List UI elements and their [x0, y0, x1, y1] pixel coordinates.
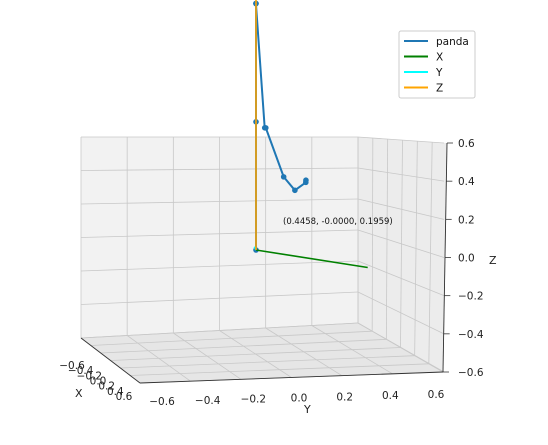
y-tick-label: 0.0: [291, 393, 308, 405]
grid-line: [80, 229, 359, 238]
y-axis-label: Y: [303, 403, 311, 416]
point-annotation: (0.4458, -0.0000, 0.1959): [283, 217, 393, 227]
series-line-x: [255, 249, 368, 269]
z-tick-label: −0.2: [458, 291, 484, 303]
legend-box: [398, 30, 476, 99]
legend: panda XYZ: [398, 30, 476, 99]
z-tick-label: 0.6: [458, 138, 475, 150]
floor-pane: [81, 323, 443, 383]
grid-line: [265, 327, 343, 377]
grid-line: [428, 141, 433, 364]
x-tick-label: 0.2: [98, 381, 115, 393]
grid-line: [80, 198, 359, 205]
x-axis-label: X: [75, 387, 83, 400]
z-tick-label: −0.4: [458, 329, 484, 341]
y-tick-label: −0.4: [195, 395, 221, 407]
y-tick-label: 0.4: [382, 390, 399, 402]
y-tick-label: −0.2: [241, 394, 267, 406]
grid-line: [400, 139, 403, 348]
grid-line: [173, 332, 242, 380]
grid-line: [80, 291, 359, 305]
y-axis-line: [139, 371, 444, 384]
series-point-panda: [292, 187, 298, 194]
legend-label: Y: [435, 67, 443, 79]
grid-line: [414, 140, 418, 356]
right-pane: [358, 137, 447, 372]
legend-label: panda: [436, 36, 469, 48]
grid-line: [357, 322, 444, 373]
legend-label: X: [436, 52, 443, 64]
grid-line: [385, 138, 389, 340]
grid-line: [219, 330, 292, 378]
grid-line: [357, 136, 445, 144]
x-tick-label: 0.4: [107, 386, 124, 398]
x-tick-label: 0.6: [116, 391, 133, 403]
grid-line: [80, 260, 359, 272]
z-tick-label: 0.0: [458, 253, 475, 265]
series-point-panda: [262, 125, 269, 131]
grid-line: [311, 325, 393, 375]
series-layer: [253, 0, 368, 269]
series-point-panda: [280, 174, 287, 180]
x-tick-label: −0.4: [68, 365, 94, 377]
y-tick-label: 0.6: [428, 389, 445, 401]
x-tick-label: −0.2: [77, 370, 103, 382]
z-tick-label: 0.4: [458, 176, 475, 188]
tick-labels: −0.6−0.4−0.20.00.20.40.6−0.6 −0.4 −0.2 0.0 0…: [59, 138, 484, 408]
grid-line: [80, 167, 359, 171]
grid-line: [371, 137, 374, 332]
series-point-panda: [303, 177, 309, 184]
x-tick-label: −0.6: [59, 360, 85, 372]
x-tick-label: 0.0: [90, 376, 107, 388]
y-tick-label: −0.6: [149, 396, 175, 408]
y-tick-label: 0.2: [336, 391, 353, 403]
z-axis-label: Z: [489, 254, 497, 267]
z-tick-label: −0.6: [458, 367, 484, 379]
z-tick-label: 0.2: [458, 214, 475, 226]
legend-label: Z: [436, 83, 443, 95]
x-axis-line: [80, 337, 141, 384]
grid-line: [126, 335, 191, 382]
